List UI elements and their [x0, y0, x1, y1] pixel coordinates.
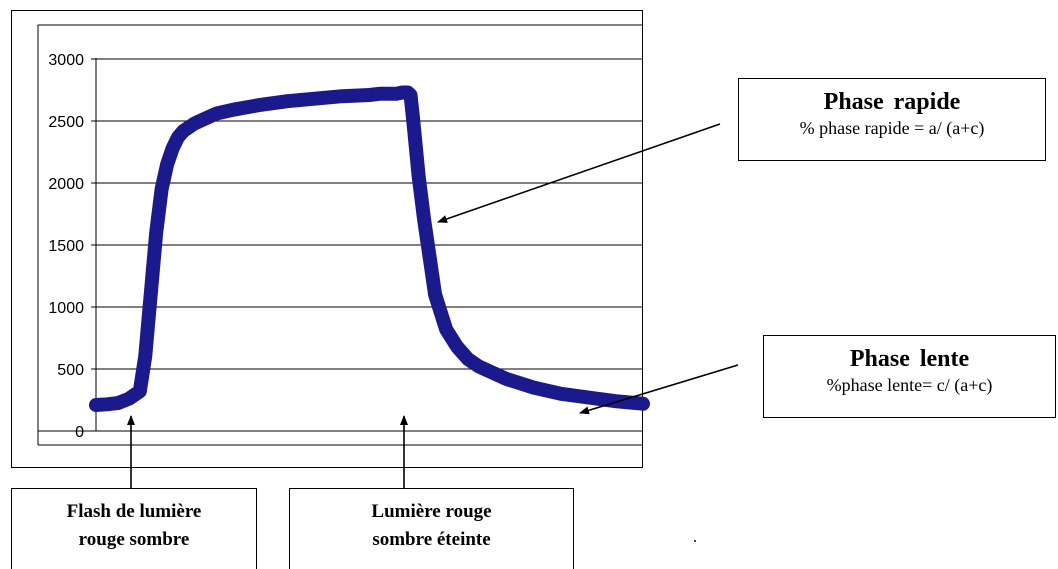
data-point [452, 341, 463, 352]
slow-phase-formula: %phase lente= c/ (a+c) [826, 375, 993, 395]
y-tick-label: 1000 [48, 300, 84, 317]
data-point [583, 392, 594, 403]
data-point [405, 89, 416, 100]
data-point [200, 113, 211, 124]
data-point [462, 354, 473, 365]
flash-label-box: Flash de lumière rouge sombre [11, 488, 257, 569]
series-group [89, 85, 650, 412]
flash-label-line1: Flash de lumière [66, 501, 202, 522]
gridlines [38, 24, 643, 370]
light-off-label-line1: Lumière rouge [371, 501, 492, 522]
chart-outer-frame [11, 10, 643, 468]
data-point [123, 393, 134, 404]
data-point [375, 88, 386, 99]
data-point [134, 386, 145, 397]
data-point [441, 324, 452, 335]
axes [37, 25, 643, 446]
data-point [430, 289, 441, 300]
data-point [282, 96, 293, 107]
data-point [140, 351, 151, 362]
data-point [528, 382, 539, 393]
y-tick-label: 500 [57, 362, 84, 379]
y-tick-label: 0 [75, 424, 84, 441]
y-tick-label: 3000 [48, 52, 84, 69]
data-point [337, 91, 348, 102]
y-ticks: 0 500 1000 1500 2000 2500 3000 [48, 52, 96, 441]
y-tick-label: 1500 [48, 238, 84, 255]
arrow-fast-phase [437, 123, 721, 223]
data-point [91, 399, 101, 410]
data-point [178, 125, 189, 136]
annotation-arrows [127, 123, 739, 488]
data-point [189, 118, 200, 129]
fast-phase-title: Phase rapide [823, 89, 961, 115]
slow-phase-callout: Phase lente %phase lente= c/ (a+c) [763, 335, 1056, 418]
data-point [101, 399, 112, 410]
data-point [413, 171, 424, 182]
slow-phase-title: Phase lente [849, 346, 970, 372]
data-point [211, 108, 222, 119]
y-tick-label: 2000 [48, 176, 84, 193]
data-point [501, 373, 512, 384]
data-point [112, 398, 123, 409]
data-point [473, 361, 484, 372]
data-point [162, 159, 173, 170]
data-point [227, 104, 238, 115]
data-point [156, 184, 167, 195]
data-point [167, 143, 178, 154]
data-point [364, 89, 375, 100]
arrow-slow-phase [579, 364, 739, 415]
data-point [408, 116, 419, 126]
data-point [145, 289, 156, 300]
fast-phase-callout: Phase rapide % phase rapide = a/ (a+c) [738, 78, 1046, 161]
light-off-label-box: Lumière rouge sombre éteinte [289, 488, 574, 569]
data-point [555, 388, 566, 399]
light-off-label-line2: sombre éteinte [372, 529, 491, 550]
y-tick-label: 2500 [48, 114, 84, 131]
data-point [255, 99, 266, 110]
data-point [638, 398, 648, 409]
stray-dot [694, 540, 696, 542]
data-point [151, 227, 162, 238]
flash-label-line2: rouge sombre [78, 529, 190, 550]
data-point [309, 93, 320, 104]
fast-phase-formula: % phase rapide = a/ (a+c) [799, 118, 985, 138]
data-point [419, 215, 430, 226]
